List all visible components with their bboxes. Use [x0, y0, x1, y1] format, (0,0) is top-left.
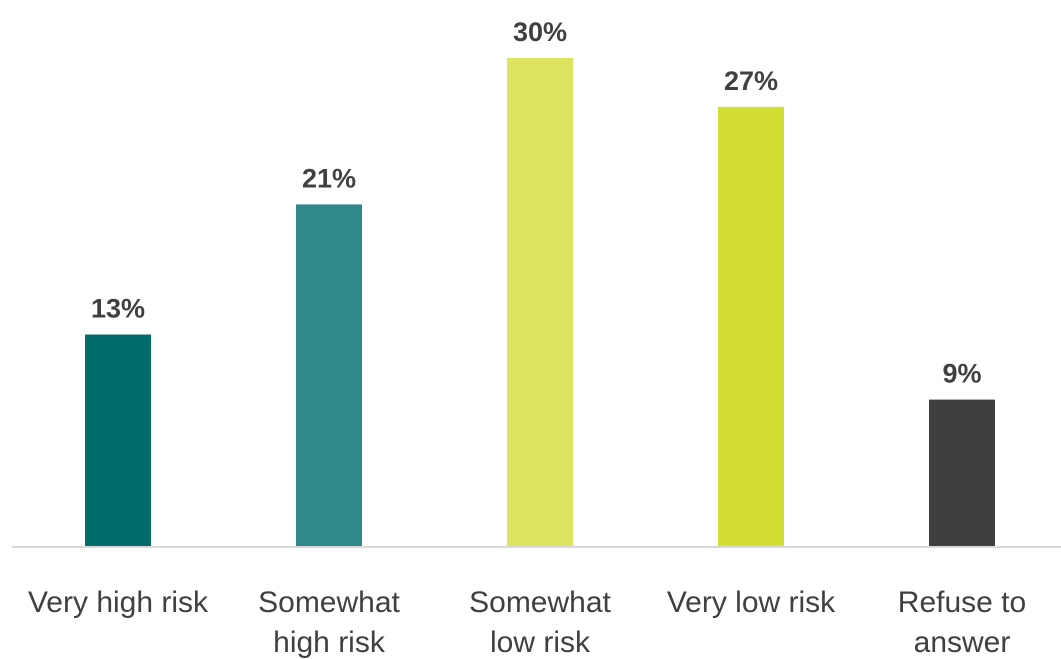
data-label-3: 27%	[724, 66, 778, 96]
category-label-4: Refuse to answer	[898, 586, 1026, 659]
data-label-2: 30%	[513, 17, 567, 47]
data-label-0: 13%	[91, 294, 145, 324]
bar-1	[296, 204, 362, 546]
category-label-2: Somewhat low risk	[469, 586, 611, 659]
data-labels-group: 13% 21% 30% 27% 9%	[91, 17, 982, 389]
category-label-0: Very high risk	[28, 586, 209, 619]
bar-3	[718, 106, 784, 547]
category-label-line: Somewhat	[469, 586, 611, 619]
bar-4	[929, 399, 995, 546]
category-label-line: answer	[914, 626, 1011, 659]
bars-group	[85, 58, 995, 547]
category-label-line: low risk	[490, 626, 591, 659]
bar-2	[507, 58, 573, 546]
category-label-line: high risk	[273, 626, 386, 659]
category-label-line: Refuse to	[898, 586, 1026, 619]
category-label-line: Very low risk	[667, 586, 836, 619]
data-label-4: 9%	[942, 359, 981, 389]
category-label-line: Somewhat	[258, 586, 400, 619]
bar-0	[85, 334, 151, 546]
data-label-1: 21%	[302, 163, 356, 193]
category-label-3: Very low risk	[667, 586, 836, 619]
category-label-line: Very high risk	[28, 586, 209, 619]
category-label-1: Somewhat high risk	[258, 586, 400, 659]
category-labels-group: Very high risk Somewhat high risk Somewhat l…	[28, 586, 1026, 659]
